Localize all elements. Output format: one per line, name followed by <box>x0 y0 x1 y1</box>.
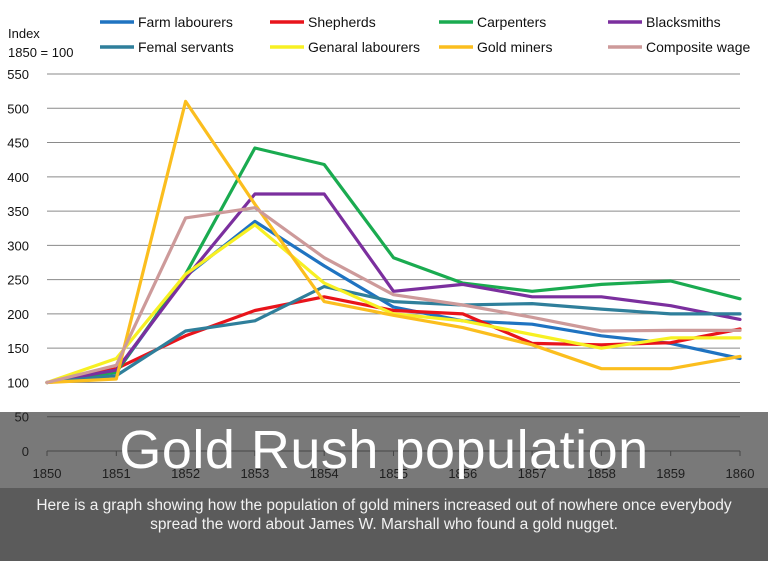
series-line-femal-servants <box>45 284 742 385</box>
series-line-carpenters <box>45 146 742 385</box>
x-tick-label: 1854 <box>310 466 339 481</box>
series-line-composite-wage <box>45 206 742 385</box>
series-line-gold-miners <box>45 99 742 385</box>
y-tick-label: 450 <box>7 136 29 151</box>
y-axis-label-line-2: 1850 = 100 <box>8 45 73 60</box>
legend-label: Gold miners <box>477 39 552 55</box>
y-tick-label: 500 <box>7 101 29 116</box>
y-tick-label: 150 <box>7 341 29 356</box>
legend-label: Farm labourers <box>138 14 233 30</box>
x-tick-label: 1851 <box>102 466 131 481</box>
x-tick-label: 1860 <box>726 466 755 481</box>
y-tick-label: 200 <box>7 307 29 322</box>
series-line-genaral-labourers <box>45 223 742 385</box>
y-tick-label: 250 <box>7 273 29 288</box>
y-tick-label: 350 <box>7 204 29 219</box>
x-tick-label: 1858 <box>587 466 616 481</box>
x-tick-label: 1857 <box>518 466 547 481</box>
x-tick-label: 1859 <box>656 466 685 481</box>
series-lines <box>45 99 742 385</box>
y-tick-label: 100 <box>7 375 29 390</box>
x-tick-label: 1855 <box>379 466 408 481</box>
legend-label: Carpenters <box>477 14 546 30</box>
y-tick-label: 0 <box>22 444 29 459</box>
y-tick-label: 400 <box>7 170 29 185</box>
legend-label: Shepherds <box>308 14 376 30</box>
y-tick-label: 550 <box>7 67 29 82</box>
y-tick-label: 50 <box>15 410 29 425</box>
y-axis-label-line-1: Index <box>8 26 40 41</box>
x-tick-label: 1856 <box>448 466 477 481</box>
legend: Farm labourers Shepherds Carpenters Blacksm… <box>100 14 750 55</box>
y-tick-label: 300 <box>7 238 29 253</box>
x-tick-label: 1853 <box>240 466 269 481</box>
legend-label: Femal servants <box>138 39 234 55</box>
legend-label: Blacksmiths <box>646 14 721 30</box>
x-tick-label: 1852 <box>171 466 200 481</box>
legend-label: Genaral labourers <box>308 39 420 55</box>
series-line-blacksmiths <box>45 192 742 385</box>
legend-label: Composite wage <box>646 39 750 55</box>
x-tick-label: 1850 <box>33 466 62 481</box>
